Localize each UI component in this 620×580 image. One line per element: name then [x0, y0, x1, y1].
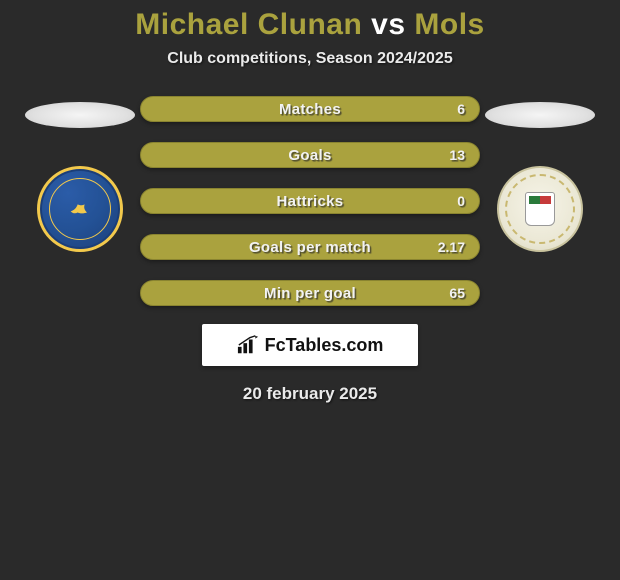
shield-icon	[525, 192, 555, 226]
player1-club-badge	[37, 166, 123, 252]
subtitle: Club competitions, Season 2024/2025	[167, 50, 452, 68]
stat-value: 0	[457, 193, 465, 209]
player2-avatar-placeholder	[485, 102, 595, 128]
stat-value: 13	[449, 147, 465, 163]
stat-value: 65	[449, 285, 465, 301]
stat-row-matches: Matches 6	[140, 96, 480, 122]
left-column	[20, 90, 140, 252]
stat-label: Hattricks	[277, 193, 344, 210]
right-column	[480, 90, 600, 252]
brand-link[interactable]: FcTables.com	[202, 324, 418, 366]
stat-label: Goals	[288, 147, 331, 164]
page-title: Michael Clunan vs Mols	[135, 8, 484, 42]
stat-row-goals-per-match: Goals per match 2.17	[140, 234, 480, 260]
stat-label: Matches	[279, 101, 341, 118]
main-row: Matches 6 Goals 13 Hattricks 0 Goals per…	[0, 90, 620, 306]
brand-text: FcTables.com	[265, 335, 384, 356]
stats-column: Matches 6 Goals 13 Hattricks 0 Goals per…	[140, 90, 480, 306]
stat-row-hattricks: Hattricks 0	[140, 188, 480, 214]
stat-value: 6	[457, 101, 465, 117]
vs-text: vs	[371, 8, 405, 41]
date-text: 20 february 2025	[243, 384, 377, 404]
player2-club-badge	[497, 166, 583, 252]
player1-name: Michael Clunan	[135, 8, 362, 41]
bar-chart-icon	[237, 335, 259, 355]
stat-label: Min per goal	[264, 285, 356, 302]
player1-avatar-placeholder	[25, 102, 135, 128]
player2-name: Mols	[414, 8, 484, 41]
stat-row-min-per-goal: Min per goal 65	[140, 280, 480, 306]
stat-label: Goals per match	[249, 239, 371, 256]
bird-icon	[62, 191, 98, 227]
comparison-card: Michael Clunan vs Mols Club competitions…	[0, 0, 620, 404]
stat-row-goals: Goals 13	[140, 142, 480, 168]
stat-value: 2.17	[438, 239, 465, 255]
